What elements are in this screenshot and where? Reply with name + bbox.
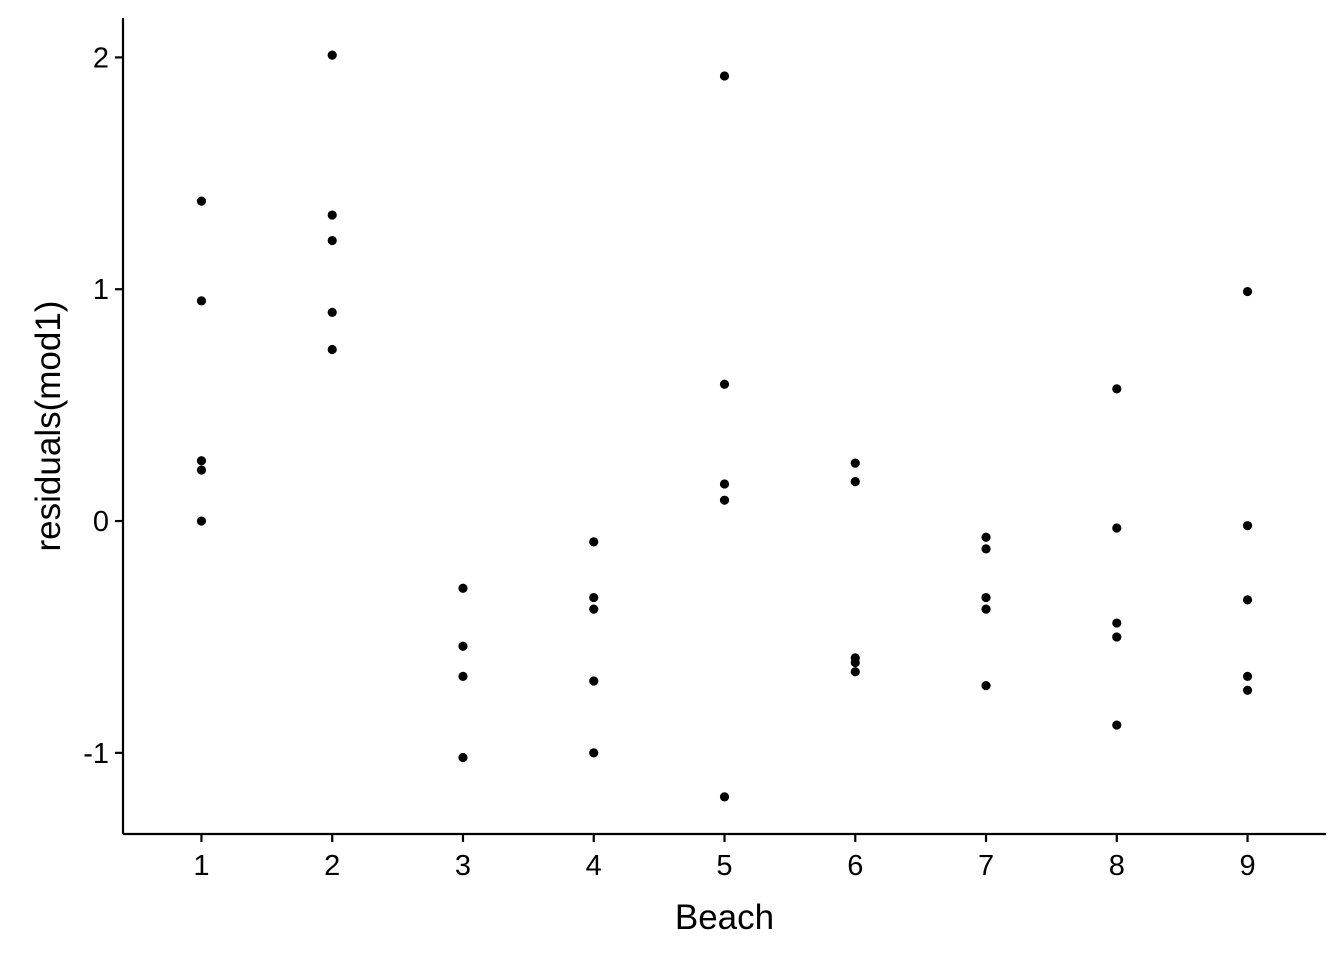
data-point bbox=[589, 604, 599, 614]
data-point bbox=[1242, 286, 1253, 297]
data-point bbox=[1112, 632, 1122, 642]
data-point bbox=[589, 592, 599, 603]
data-point bbox=[1242, 595, 1253, 605]
y-tick-label: 2 bbox=[93, 42, 109, 74]
x-tick-label: 4 bbox=[586, 850, 602, 882]
data-points bbox=[196, 50, 1253, 802]
data-point bbox=[589, 748, 599, 758]
data-point bbox=[719, 495, 730, 505]
data-point bbox=[981, 604, 991, 614]
data-point bbox=[719, 479, 730, 489]
x-tick-label: 6 bbox=[847, 850, 863, 882]
axes bbox=[121, 18, 1326, 836]
data-point bbox=[327, 50, 337, 60]
data-point bbox=[1242, 521, 1253, 531]
x-tick-label: 9 bbox=[1239, 850, 1255, 882]
data-point bbox=[981, 592, 991, 603]
data-point bbox=[981, 544, 991, 554]
x-ticks: 1 2 3 4 5 6 7 8 9 bbox=[193, 834, 1256, 882]
data-point bbox=[850, 477, 860, 487]
data-point bbox=[1112, 384, 1122, 394]
data-point bbox=[719, 71, 730, 81]
y-tick-label: 0 bbox=[93, 506, 109, 538]
x-tick-label: 8 bbox=[1109, 850, 1125, 882]
data-point bbox=[1112, 618, 1122, 628]
data-point bbox=[981, 532, 991, 542]
data-point bbox=[196, 465, 207, 475]
data-point bbox=[196, 456, 207, 466]
data-point bbox=[1112, 720, 1122, 730]
data-point bbox=[196, 196, 207, 206]
y-ticks: 2 1 0 -1 bbox=[83, 42, 123, 770]
data-point bbox=[981, 681, 991, 691]
data-point bbox=[327, 307, 337, 318]
data-point bbox=[719, 792, 730, 802]
x-tick-label: 3 bbox=[455, 850, 471, 882]
data-point bbox=[458, 583, 468, 593]
data-point bbox=[850, 458, 860, 468]
x-tick-label: 1 bbox=[193, 850, 209, 882]
data-point bbox=[458, 752, 468, 763]
data-point bbox=[850, 667, 860, 677]
data-point bbox=[1242, 671, 1253, 681]
x-axis-title: Beach bbox=[675, 898, 774, 937]
data-point bbox=[196, 296, 207, 306]
data-point bbox=[589, 537, 599, 547]
data-point bbox=[327, 235, 337, 246]
data-point bbox=[1242, 685, 1253, 695]
x-tick-label: 2 bbox=[324, 850, 340, 882]
data-point bbox=[327, 210, 337, 220]
x-tick-label: 7 bbox=[978, 850, 994, 882]
data-point bbox=[458, 671, 468, 681]
data-point bbox=[850, 657, 860, 668]
data-point bbox=[196, 516, 207, 526]
y-tick-label: -1 bbox=[83, 738, 109, 770]
data-point bbox=[1112, 523, 1122, 533]
y-tick-label: 1 bbox=[93, 274, 109, 306]
data-point bbox=[327, 344, 337, 355]
x-tick-label: 5 bbox=[716, 850, 732, 882]
data-point bbox=[458, 641, 468, 651]
data-point bbox=[719, 379, 730, 389]
y-axis-title: residuals(mod1) bbox=[29, 301, 68, 552]
data-point bbox=[589, 676, 599, 686]
